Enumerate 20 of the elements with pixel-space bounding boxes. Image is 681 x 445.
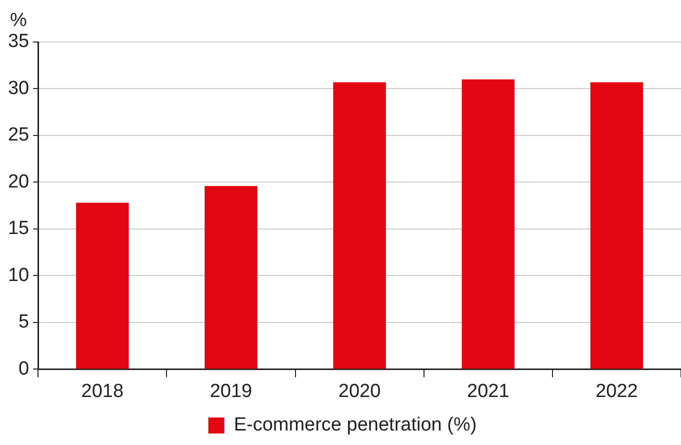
- y-tick-label: 15: [8, 218, 30, 240]
- x-tick-label: 2021: [467, 380, 510, 402]
- y-tick-label: 0: [18, 358, 30, 380]
- y-tick-label: 25: [8, 124, 30, 146]
- bar: [333, 82, 386, 369]
- x-tick-label: 2019: [210, 380, 252, 402]
- y-tick-label: 35: [8, 31, 30, 52]
- y-tick-label: 30: [8, 78, 30, 99]
- bar: [76, 202, 129, 369]
- y-tick-label: 5: [18, 312, 30, 333]
- y-tick-label: 20: [8, 171, 30, 192]
- y-tick-label: 10: [8, 264, 30, 286]
- x-tick-label: 2020: [338, 380, 381, 402]
- bar: [462, 79, 514, 369]
- bar: [590, 82, 644, 369]
- x-tick-label: 2022: [596, 380, 638, 402]
- y-axis-title: %: [10, 10, 27, 32]
- x-tick-label: 2018: [81, 380, 124, 402]
- legend-label: E-commerce penetration (%): [234, 414, 477, 436]
- bar: [204, 186, 258, 369]
